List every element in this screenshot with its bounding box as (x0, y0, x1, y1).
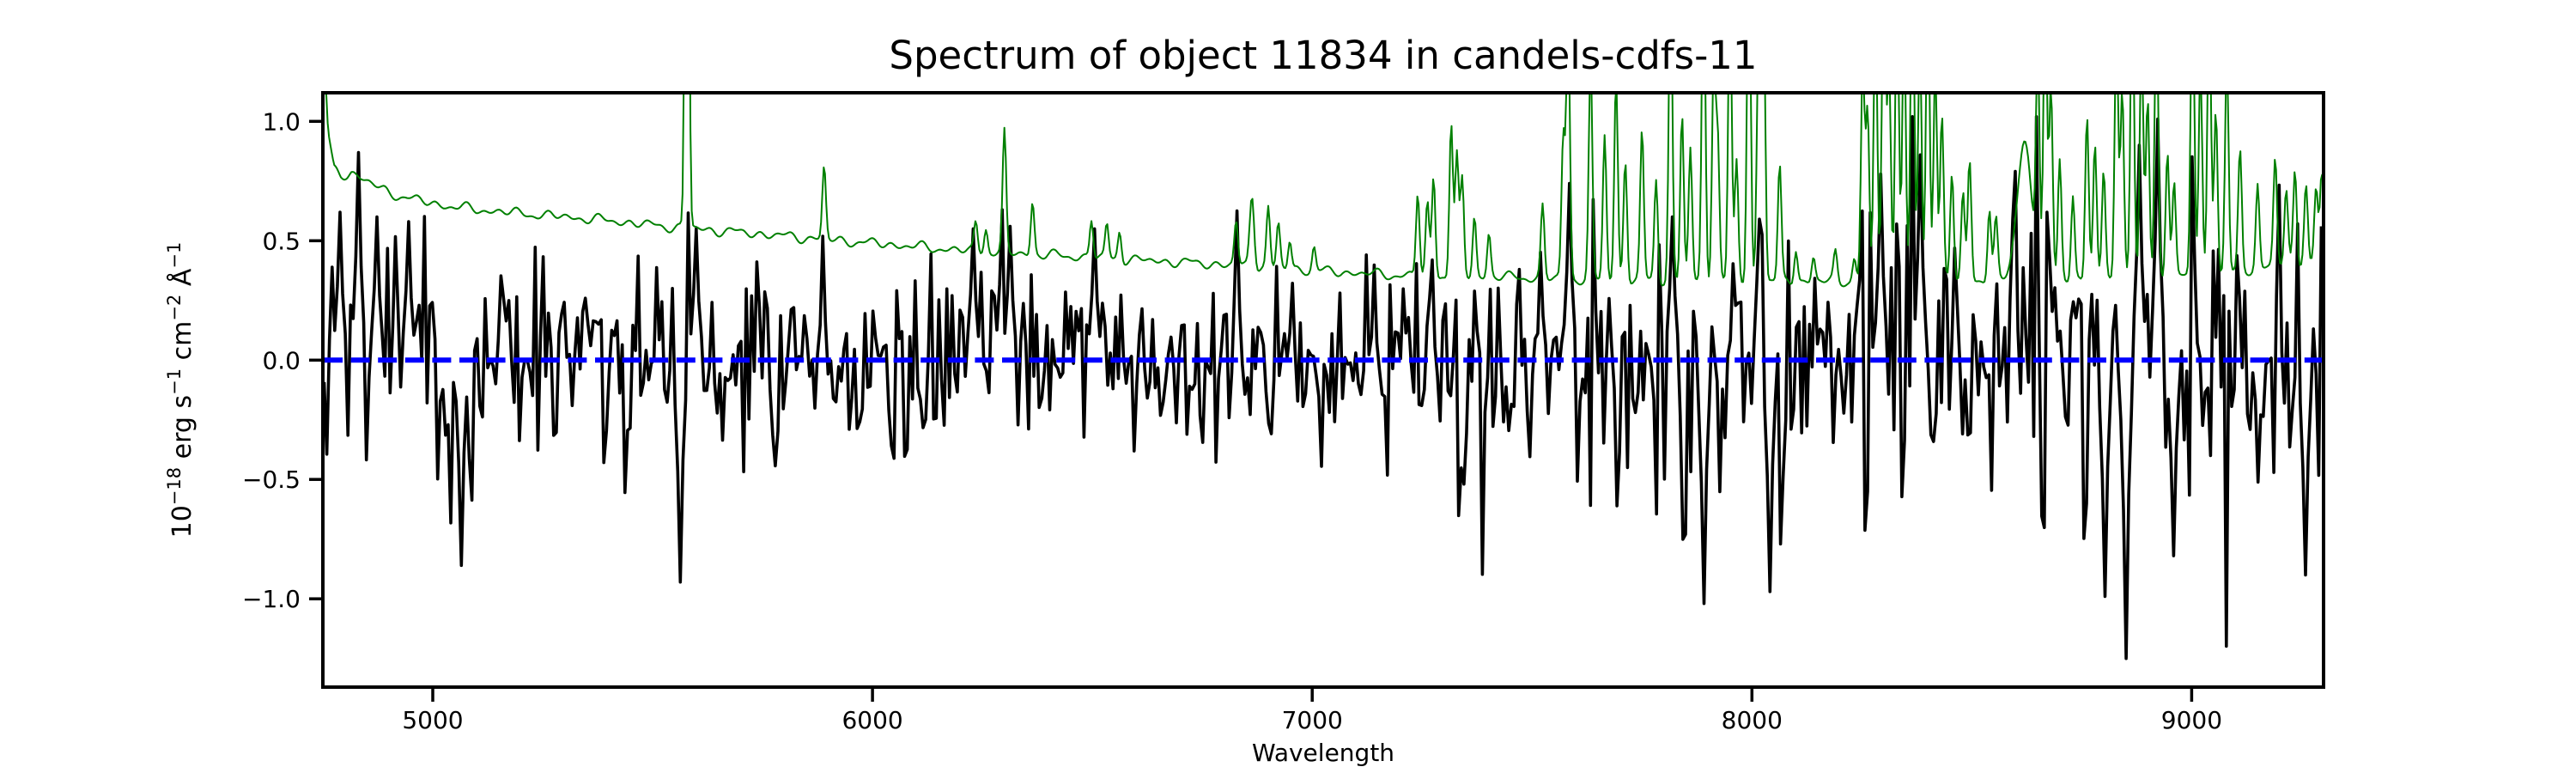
y-axis-ticks: 1.0 0.5 0.0 −0.5 −1.0 (242, 107, 322, 613)
y-tick-label: 1.0 (262, 107, 301, 136)
y-tick-label: −1.0 (242, 585, 301, 613)
x-tick-label: 5000 (402, 706, 463, 734)
x-tick-label: 7000 (1282, 706, 1343, 734)
x-tick-label: 8000 (1722, 706, 1783, 734)
x-tick-label: 9000 (2161, 706, 2222, 734)
y-axis-label: 10−18 erg s−1 cm−2 Å−1 (164, 242, 197, 539)
y-tick-label: −0.5 (242, 466, 301, 494)
sky-noise-spectrum (325, 94, 2323, 288)
x-axis-label: Wavelength (1252, 739, 1394, 767)
object-flux-spectrum (324, 115, 2323, 660)
x-tick-label: 6000 (841, 706, 902, 734)
x-axis-ticks: 5000 6000 7000 8000 9000 (402, 689, 2222, 734)
y-tick-label: 0.5 (262, 227, 301, 255)
plot-series (324, 94, 2323, 660)
axes-frame (321, 91, 2325, 689)
chart-title: Spectrum of object 11834 in candels-cdfs… (889, 33, 1757, 78)
y-tick-label: 0.0 (262, 346, 301, 374)
